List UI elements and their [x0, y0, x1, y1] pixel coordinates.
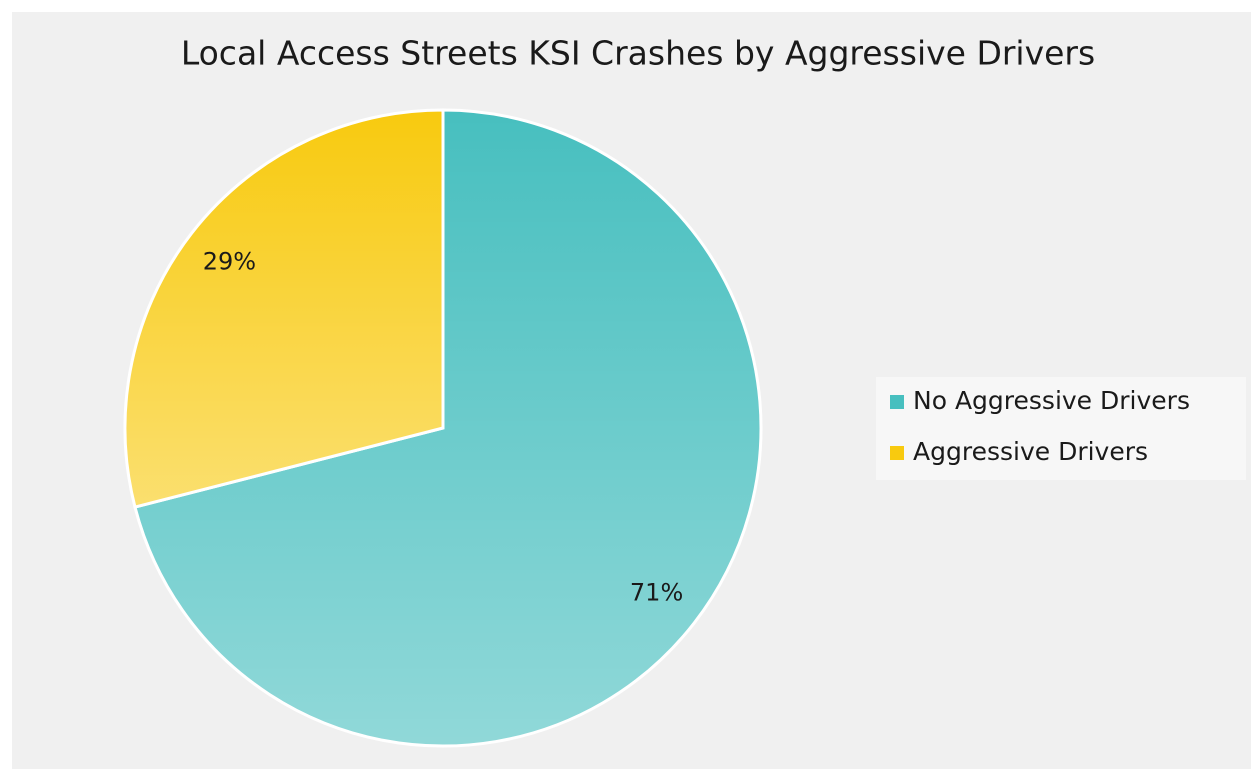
legend-swatch	[890, 395, 904, 409]
slice-sheen	[125, 110, 444, 508]
legend-label: Aggressive Drivers	[913, 437, 1148, 466]
slice-sheen	[134, 110, 762, 746]
legend-box	[876, 377, 1246, 480]
legend-label: No Aggressive Drivers	[913, 386, 1190, 415]
slice-label: 71%	[630, 579, 683, 607]
slice-label: 29%	[203, 247, 256, 275]
chart-title: Local Access Streets KSI Crashes by Aggr…	[181, 34, 1095, 73]
legend-swatch	[890, 446, 904, 460]
